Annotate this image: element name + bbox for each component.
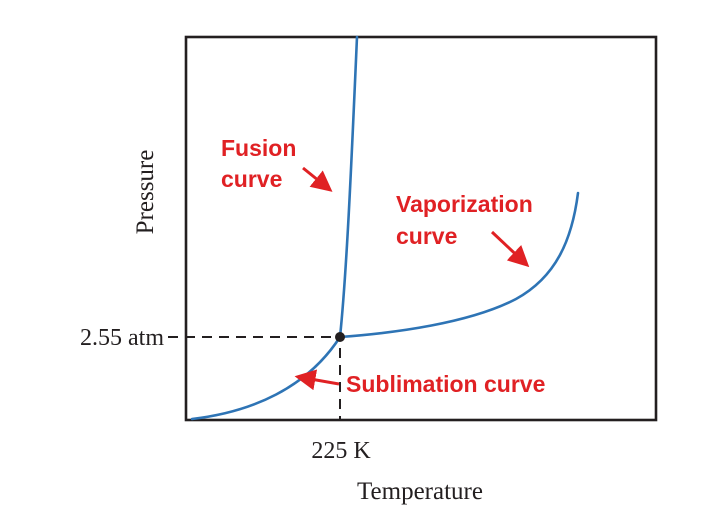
sublimation-arrow-icon xyxy=(294,369,340,391)
vaporization-curve-line xyxy=(338,191,580,339)
plot-border xyxy=(184,35,658,422)
fusion-curve-line xyxy=(338,35,359,339)
triple-point-dot xyxy=(335,332,345,342)
y-axis-label: Pressure xyxy=(132,150,159,235)
fusion-arrow-icon xyxy=(302,166,333,192)
sublimation-curve-line xyxy=(190,335,342,421)
temperature-value-label: 225 K xyxy=(311,438,371,464)
vaporization-arrow-icon xyxy=(490,230,530,268)
fusion-label-line1: Fusion xyxy=(221,135,296,161)
sublimation-label: Sublimation curve xyxy=(346,371,545,397)
vaporization-label-line1: Vaporization xyxy=(396,191,533,217)
vaporization-label-line2: curve xyxy=(396,223,457,249)
fusion-label-line2: curve xyxy=(221,166,282,192)
pressure-value-label: 2.55 atm xyxy=(80,325,164,351)
x-axis-label: Temperature xyxy=(357,478,483,505)
